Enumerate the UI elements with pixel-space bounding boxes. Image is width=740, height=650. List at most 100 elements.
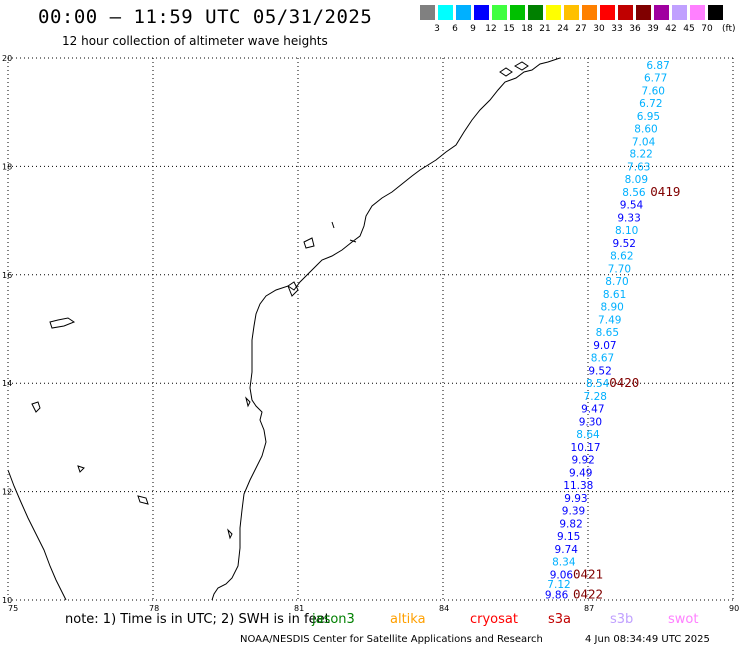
wave-height-reading: 9.39: [562, 505, 585, 517]
island-west-1: [49, 317, 76, 329]
island-west-4: [137, 495, 149, 505]
map-subtitle: 12 hour collection of altimeter wave hei…: [62, 34, 328, 48]
wave-height-reading: 9.07: [593, 340, 616, 352]
wave-height-reading: 6.72: [639, 98, 662, 110]
pass-time-label: 0421: [573, 566, 603, 581]
wave-height-reading: 9.52: [588, 366, 611, 378]
coastline: [7, 57, 561, 601]
lon-tick-label: 84: [439, 604, 449, 613]
wave-height-reading: 10.17: [571, 442, 601, 454]
wave-height-reading: 9.49: [569, 467, 592, 479]
colorbar-label: 12: [485, 24, 497, 34]
footer-note: note: 1) Time is in UTC; 2) SWH is in fe…: [65, 612, 330, 627]
colorbar-unit: (ft): [722, 24, 736, 34]
wave-height-reading: 8.54: [586, 378, 610, 390]
lon-tick-label: 87: [584, 604, 594, 613]
lon-tick-label: 78: [149, 604, 159, 613]
colorbar-swatch: [528, 5, 543, 20]
island-coast-1: [227, 528, 233, 540]
colorbar-label: 24: [557, 24, 569, 34]
wave-height-reading: 7.49: [598, 315, 621, 327]
lat-tick-label: 14: [2, 379, 12, 388]
wave-height-reading: 8.22: [629, 149, 652, 161]
colorbar-swatch: [456, 5, 471, 20]
island-ne: [499, 67, 513, 77]
lat-tick-label: 18: [2, 162, 12, 171]
wave-height-reading: 9.30: [579, 416, 602, 428]
satellite-label: swot: [668, 612, 699, 627]
map-title: 00:00 – 11:59 UTC 05/31/2025: [38, 6, 373, 28]
altimeter-track: 6.876.777.606.726.958.607.048.227.638.09…: [545, 60, 681, 602]
grid-lines: [7, 57, 734, 601]
wave-height-reading: 6.95: [637, 111, 660, 123]
coastline-sri-lanka: [7, 469, 67, 601]
island-coast-2: [245, 396, 251, 408]
colorbar-label: 15: [503, 24, 515, 34]
island-sundarban: [513, 61, 529, 71]
colorbar-swatch: [510, 5, 525, 20]
wave-height-reading: 9.82: [559, 518, 582, 530]
colorbar-label: 3: [434, 24, 440, 34]
wave-height-reading: 6.77: [644, 72, 667, 84]
wave-height-reading: 7.04: [632, 136, 656, 148]
wave-height-reading: 7.63: [627, 162, 650, 174]
colorbar-label: 45: [683, 24, 695, 34]
lat-tick-label: 12: [2, 488, 12, 497]
wave-height-reading: 9.54: [620, 200, 644, 212]
colorbar-swatch: [636, 5, 651, 20]
satellite-label: s3b: [610, 612, 634, 627]
pass-time-label: 0422: [573, 586, 603, 601]
wave-height-reading: 8.62: [610, 251, 633, 263]
colorbar-label: 30: [593, 24, 605, 34]
island-west-2: [31, 401, 41, 413]
wave-height-reading: 8.34: [552, 556, 576, 568]
wave-height-reading: 7.12: [547, 579, 570, 591]
colorbar-swatch: [564, 5, 579, 20]
colorbar-label: 9: [470, 24, 476, 34]
colorbar-swatch: [546, 5, 561, 20]
islet-b: [349, 239, 357, 243]
credit-line: NOAA/NESDIS Center for Satellite Applica…: [240, 634, 543, 645]
colorbar-swatch: [672, 5, 687, 20]
wave-height-reading: 9.93: [564, 493, 587, 505]
satellite-label: s3a: [548, 612, 572, 627]
colorbar-swatch: [420, 5, 435, 20]
wave-height-reading: 7.60: [642, 85, 665, 97]
colorbar-label: 39: [647, 24, 659, 34]
wave-height-reading: 7.28: [584, 391, 607, 403]
wave-height-reading: 8.56: [622, 187, 646, 199]
wave-height-reading: 9.06: [550, 569, 574, 581]
pass-time-label: 0420: [609, 375, 639, 390]
colorbar-swatch: [654, 5, 669, 20]
wave-height-reading: 8.90: [600, 302, 623, 314]
colorbar-swatch: [492, 5, 507, 20]
satellite-label: cryosat: [470, 612, 518, 627]
wave-height-reading: 8.09: [625, 174, 648, 186]
axis-labels: 75 78 81 84 87 90 10 12 14 16 18 20: [2, 54, 739, 613]
wave-height-reading: 8.64: [576, 429, 600, 441]
wave-height-reading: 8.67: [591, 353, 614, 365]
wave-height-reading: 9.74: [555, 544, 579, 556]
colorbar-label: 36: [629, 24, 641, 34]
wave-height-reading: 9.52: [613, 238, 636, 250]
wave-height-reading: 8.60: [634, 123, 657, 135]
colorbar-label: 6: [452, 24, 458, 34]
wave-height-reading: 8.61: [603, 289, 626, 301]
lon-tick-label: 81: [294, 604, 304, 613]
colorbar-swatch: [618, 5, 633, 20]
lon-tick-label: 90: [729, 604, 739, 613]
satellite-label: jason3: [312, 612, 355, 627]
colorbar-label: 27: [575, 24, 587, 34]
wave-height-reading: 9.86: [545, 589, 569, 601]
pass-time-label: 0419: [650, 184, 680, 199]
colorbar-swatch: [708, 5, 723, 20]
wave-height-reading: 8.70: [605, 276, 628, 288]
colorbar-label: 21: [539, 24, 551, 34]
lat-tick-label: 20: [2, 54, 12, 63]
colorbar-label: 33: [611, 24, 623, 34]
wave-height-reading: 9.47: [581, 403, 604, 415]
wave-height-reading: 9.33: [617, 213, 640, 225]
generation-timestamp: 4 Jun 08:34:49 UTC 2025: [585, 634, 710, 645]
colorbar-swatch: [438, 5, 453, 20]
